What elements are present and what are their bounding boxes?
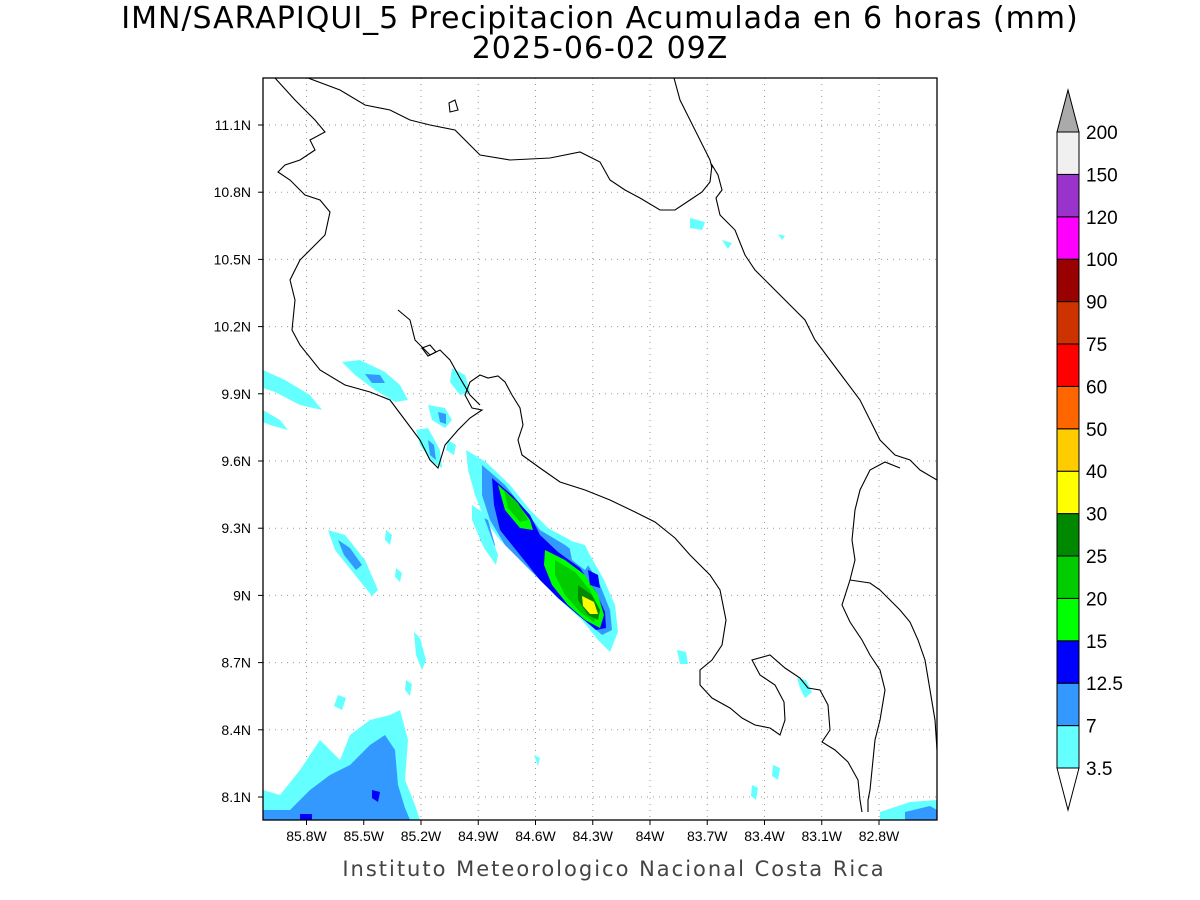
precip-shading — [263, 218, 937, 820]
lon-label: 85.5W — [344, 828, 385, 844]
lat-label: 8.7N — [221, 655, 251, 671]
colorbar-label: 50 — [1086, 420, 1107, 441]
lat-label: 9.6N — [221, 453, 251, 469]
lon-label: 83.4W — [744, 828, 785, 844]
colorbar-labels: 3.5 7 12.5 15 20 25 30 40 50 60 75 90 100 120 150 200 — [1086, 123, 1123, 780]
colorbar-label: 90 — [1086, 293, 1107, 314]
colorbar-swatch — [1056, 725, 1080, 769]
lat-label: 10.2N — [214, 319, 251, 335]
colorbar-label: 120 — [1086, 208, 1118, 229]
colorbar-label: 12.5 — [1086, 674, 1123, 695]
lon-label: 84W — [636, 828, 666, 844]
colorbar-swatch — [1056, 428, 1080, 472]
colorbar-swatch — [1056, 597, 1080, 642]
footer-credit: Instituto Meteorologico Nacional Costa R… — [342, 857, 886, 881]
colorbar-top-arrow — [1056, 88, 1080, 133]
colorbar-swatch — [1056, 682, 1080, 727]
colorbar-swatch — [1056, 131, 1080, 175]
lon-label: 84.6W — [515, 828, 556, 844]
colorbar-bottom-arrow — [1056, 767, 1080, 812]
precip-colorbar — [1056, 88, 1080, 812]
colorbar-swatch — [1056, 555, 1080, 599]
lon-label: 84.3W — [573, 828, 614, 844]
lat-label: 9N — [233, 587, 251, 603]
colorbar-swatch — [1056, 258, 1080, 303]
map-frame — [262, 77, 938, 821]
colorbar-swatch — [1056, 301, 1080, 345]
lat-label: 11.1N — [215, 117, 251, 133]
lon-label: 84.9W — [458, 828, 499, 844]
map-datetime: 2025-06-02 09Z — [471, 31, 729, 66]
colorbar-swatch — [1056, 470, 1080, 515]
colorbar-label: 100 — [1086, 250, 1118, 271]
colorbar-swatch — [1056, 343, 1080, 387]
colorbar-swatch — [1056, 385, 1080, 430]
lat-label: 8.4N — [221, 722, 251, 738]
lon-label: 83.1W — [802, 828, 843, 844]
colorbar-label: 15 — [1086, 632, 1107, 653]
colorbar-label: 40 — [1086, 462, 1107, 483]
colorbar-swatch — [1056, 216, 1080, 260]
colorbar-label: 60 — [1086, 377, 1107, 398]
coastlines — [274, 78, 937, 813]
colorbar-label: 3.5 — [1086, 759, 1112, 780]
lon-label: 83.7W — [687, 828, 728, 844]
lat-label: 8.1N — [221, 789, 251, 805]
colorbar-label: 25 — [1086, 547, 1107, 568]
map-title: IMN/SARAPIQUI_5 Precipitacion Acumulada … — [121, 1, 1079, 36]
colorbar-label: 30 — [1086, 505, 1107, 526]
colorbar-swatch — [1056, 173, 1080, 218]
colorbar-label: 20 — [1086, 589, 1107, 610]
colorbar-swatch — [1056, 513, 1080, 557]
colorbar-label: 150 — [1086, 165, 1118, 186]
lat-label: 9.3N — [221, 520, 251, 536]
lon-label: 85.8W — [286, 828, 327, 844]
lat-label: 10.5N — [214, 251, 251, 267]
colorbar-swatch — [1056, 640, 1080, 684]
lat-label: 9.9N — [221, 386, 251, 402]
lat-label: 10.8N — [214, 184, 251, 200]
map-gridlines — [263, 78, 937, 820]
lon-label: 82.8W — [859, 828, 900, 844]
colorbar-label: 75 — [1086, 335, 1107, 356]
lon-label: 85.2W — [401, 828, 442, 844]
colorbar-label: 7 — [1086, 717, 1097, 738]
colorbar-label: 200 — [1086, 123, 1118, 144]
